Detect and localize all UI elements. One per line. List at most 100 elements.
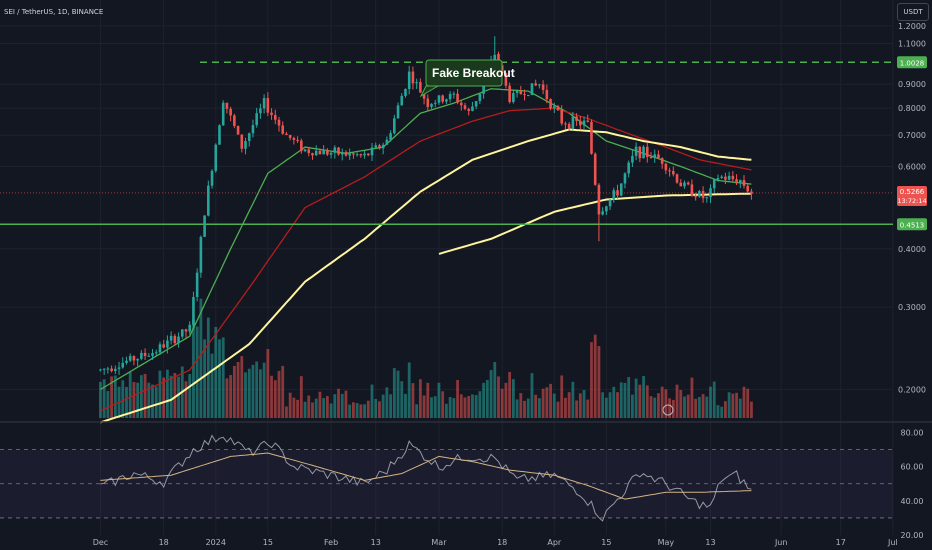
candle-body[interactable] bbox=[251, 125, 255, 134]
candle-body[interactable] bbox=[352, 153, 355, 155]
candle-body[interactable] bbox=[132, 356, 136, 361]
candle-body[interactable] bbox=[526, 94, 530, 96]
candle-body[interactable] bbox=[247, 133, 251, 142]
candle-body[interactable] bbox=[448, 94, 452, 100]
candle-body[interactable] bbox=[188, 324, 192, 332]
candle-body[interactable] bbox=[210, 170, 214, 186]
candle-body[interactable] bbox=[705, 197, 709, 199]
candle-body[interactable] bbox=[597, 184, 601, 215]
candle-body[interactable] bbox=[523, 94, 526, 96]
candle-body[interactable] bbox=[456, 93, 459, 103]
candle-body[interactable] bbox=[363, 153, 366, 156]
candle-body[interactable] bbox=[203, 215, 206, 237]
candle-body[interactable] bbox=[340, 152, 344, 155]
candle-body[interactable] bbox=[675, 174, 679, 183]
candle-body[interactable] bbox=[683, 182, 686, 187]
candle-body[interactable] bbox=[381, 144, 385, 149]
candle-body[interactable] bbox=[128, 356, 132, 361]
candle-body[interactable] bbox=[344, 152, 348, 156]
candle-body[interactable] bbox=[255, 113, 258, 126]
candle-body[interactable] bbox=[411, 71, 415, 84]
candle-body[interactable] bbox=[385, 139, 389, 145]
candle-body[interactable] bbox=[177, 336, 180, 344]
candle-body[interactable] bbox=[720, 176, 723, 179]
candle-body[interactable] bbox=[623, 173, 627, 184]
candle-body[interactable] bbox=[593, 153, 597, 185]
candle-body[interactable] bbox=[445, 99, 448, 102]
candle-body[interactable] bbox=[430, 103, 433, 107]
candle-body[interactable] bbox=[173, 335, 177, 344]
candle-body[interactable] bbox=[686, 182, 690, 185]
candle-body[interactable] bbox=[541, 84, 545, 90]
candle-body[interactable] bbox=[374, 145, 378, 148]
candle-body[interactable] bbox=[136, 358, 139, 361]
candle-body[interactable] bbox=[333, 147, 337, 153]
candle-body[interactable] bbox=[530, 83, 534, 95]
candle-body[interactable] bbox=[582, 120, 586, 126]
candle-body[interactable] bbox=[218, 125, 221, 145]
candle-body[interactable] bbox=[493, 54, 497, 62]
candle-body[interactable] bbox=[567, 123, 571, 129]
candle-body[interactable] bbox=[419, 82, 422, 93]
candle-body[interactable] bbox=[184, 329, 188, 332]
candle-body[interactable] bbox=[716, 178, 720, 180]
candle-body[interactable] bbox=[110, 368, 113, 372]
candle-body[interactable] bbox=[474, 101, 478, 107]
candle-body[interactable] bbox=[288, 134, 292, 139]
candle-body[interactable] bbox=[668, 170, 671, 172]
candle-body[interactable] bbox=[300, 140, 303, 152]
candle-body[interactable] bbox=[147, 355, 151, 357]
candle-body[interactable] bbox=[233, 115, 236, 126]
candle-body[interactable] bbox=[727, 175, 731, 180]
candle-body[interactable] bbox=[407, 71, 411, 89]
candle-body[interactable] bbox=[292, 138, 296, 140]
candle-body[interactable] bbox=[404, 88, 407, 96]
candle-body[interactable] bbox=[471, 106, 474, 111]
candle-body[interactable] bbox=[649, 156, 653, 158]
candle-body[interactable] bbox=[512, 93, 515, 103]
candle-body[interactable] bbox=[441, 95, 444, 102]
candle-body[interactable] bbox=[262, 98, 266, 109]
candle-body[interactable] bbox=[199, 236, 203, 273]
candle-body[interactable] bbox=[664, 163, 668, 171]
candle-body[interactable] bbox=[326, 150, 329, 155]
candle-body[interactable] bbox=[452, 93, 456, 95]
candle-body[interactable] bbox=[229, 108, 232, 116]
candle-body[interactable] bbox=[571, 116, 575, 129]
candle-body[interactable] bbox=[433, 102, 437, 104]
candle-body[interactable] bbox=[579, 120, 582, 126]
candle-body[interactable] bbox=[140, 352, 143, 359]
candle-body[interactable] bbox=[642, 146, 645, 159]
candle-body[interactable] bbox=[273, 115, 277, 120]
candle-body[interactable] bbox=[314, 150, 318, 156]
candle-body[interactable] bbox=[307, 149, 311, 154]
currency-badge[interactable]: USDT bbox=[897, 3, 929, 21]
candle-body[interactable] bbox=[657, 154, 660, 159]
candle-body[interactable] bbox=[564, 123, 567, 125]
candle-body[interactable] bbox=[634, 146, 638, 156]
candle-body[interactable] bbox=[638, 146, 642, 159]
candle-body[interactable] bbox=[515, 90, 519, 94]
candle-body[interactable] bbox=[207, 185, 210, 216]
candle-body[interactable] bbox=[426, 98, 430, 107]
candle-body[interactable] bbox=[645, 146, 649, 157]
candle-body[interactable] bbox=[143, 352, 147, 356]
candle-body[interactable] bbox=[396, 105, 400, 119]
candle-body[interactable] bbox=[195, 272, 199, 298]
candle-body[interactable] bbox=[660, 158, 664, 164]
candle-body[interactable] bbox=[534, 83, 537, 86]
candle-body[interactable] bbox=[694, 196, 697, 198]
candle-body[interactable] bbox=[117, 367, 121, 369]
candle-body[interactable] bbox=[690, 184, 694, 197]
candle-body[interactable] bbox=[653, 154, 657, 158]
candle-body[interactable] bbox=[605, 206, 608, 212]
candle-body[interactable] bbox=[221, 102, 225, 126]
candle-body[interactable] bbox=[731, 175, 735, 180]
candle-body[interactable] bbox=[463, 105, 467, 109]
candle-body[interactable] bbox=[672, 171, 675, 175]
candle-body[interactable] bbox=[478, 93, 482, 102]
candle-body[interactable] bbox=[281, 125, 285, 134]
candle-body[interactable] bbox=[389, 133, 392, 140]
candle-body[interactable] bbox=[370, 147, 374, 156]
